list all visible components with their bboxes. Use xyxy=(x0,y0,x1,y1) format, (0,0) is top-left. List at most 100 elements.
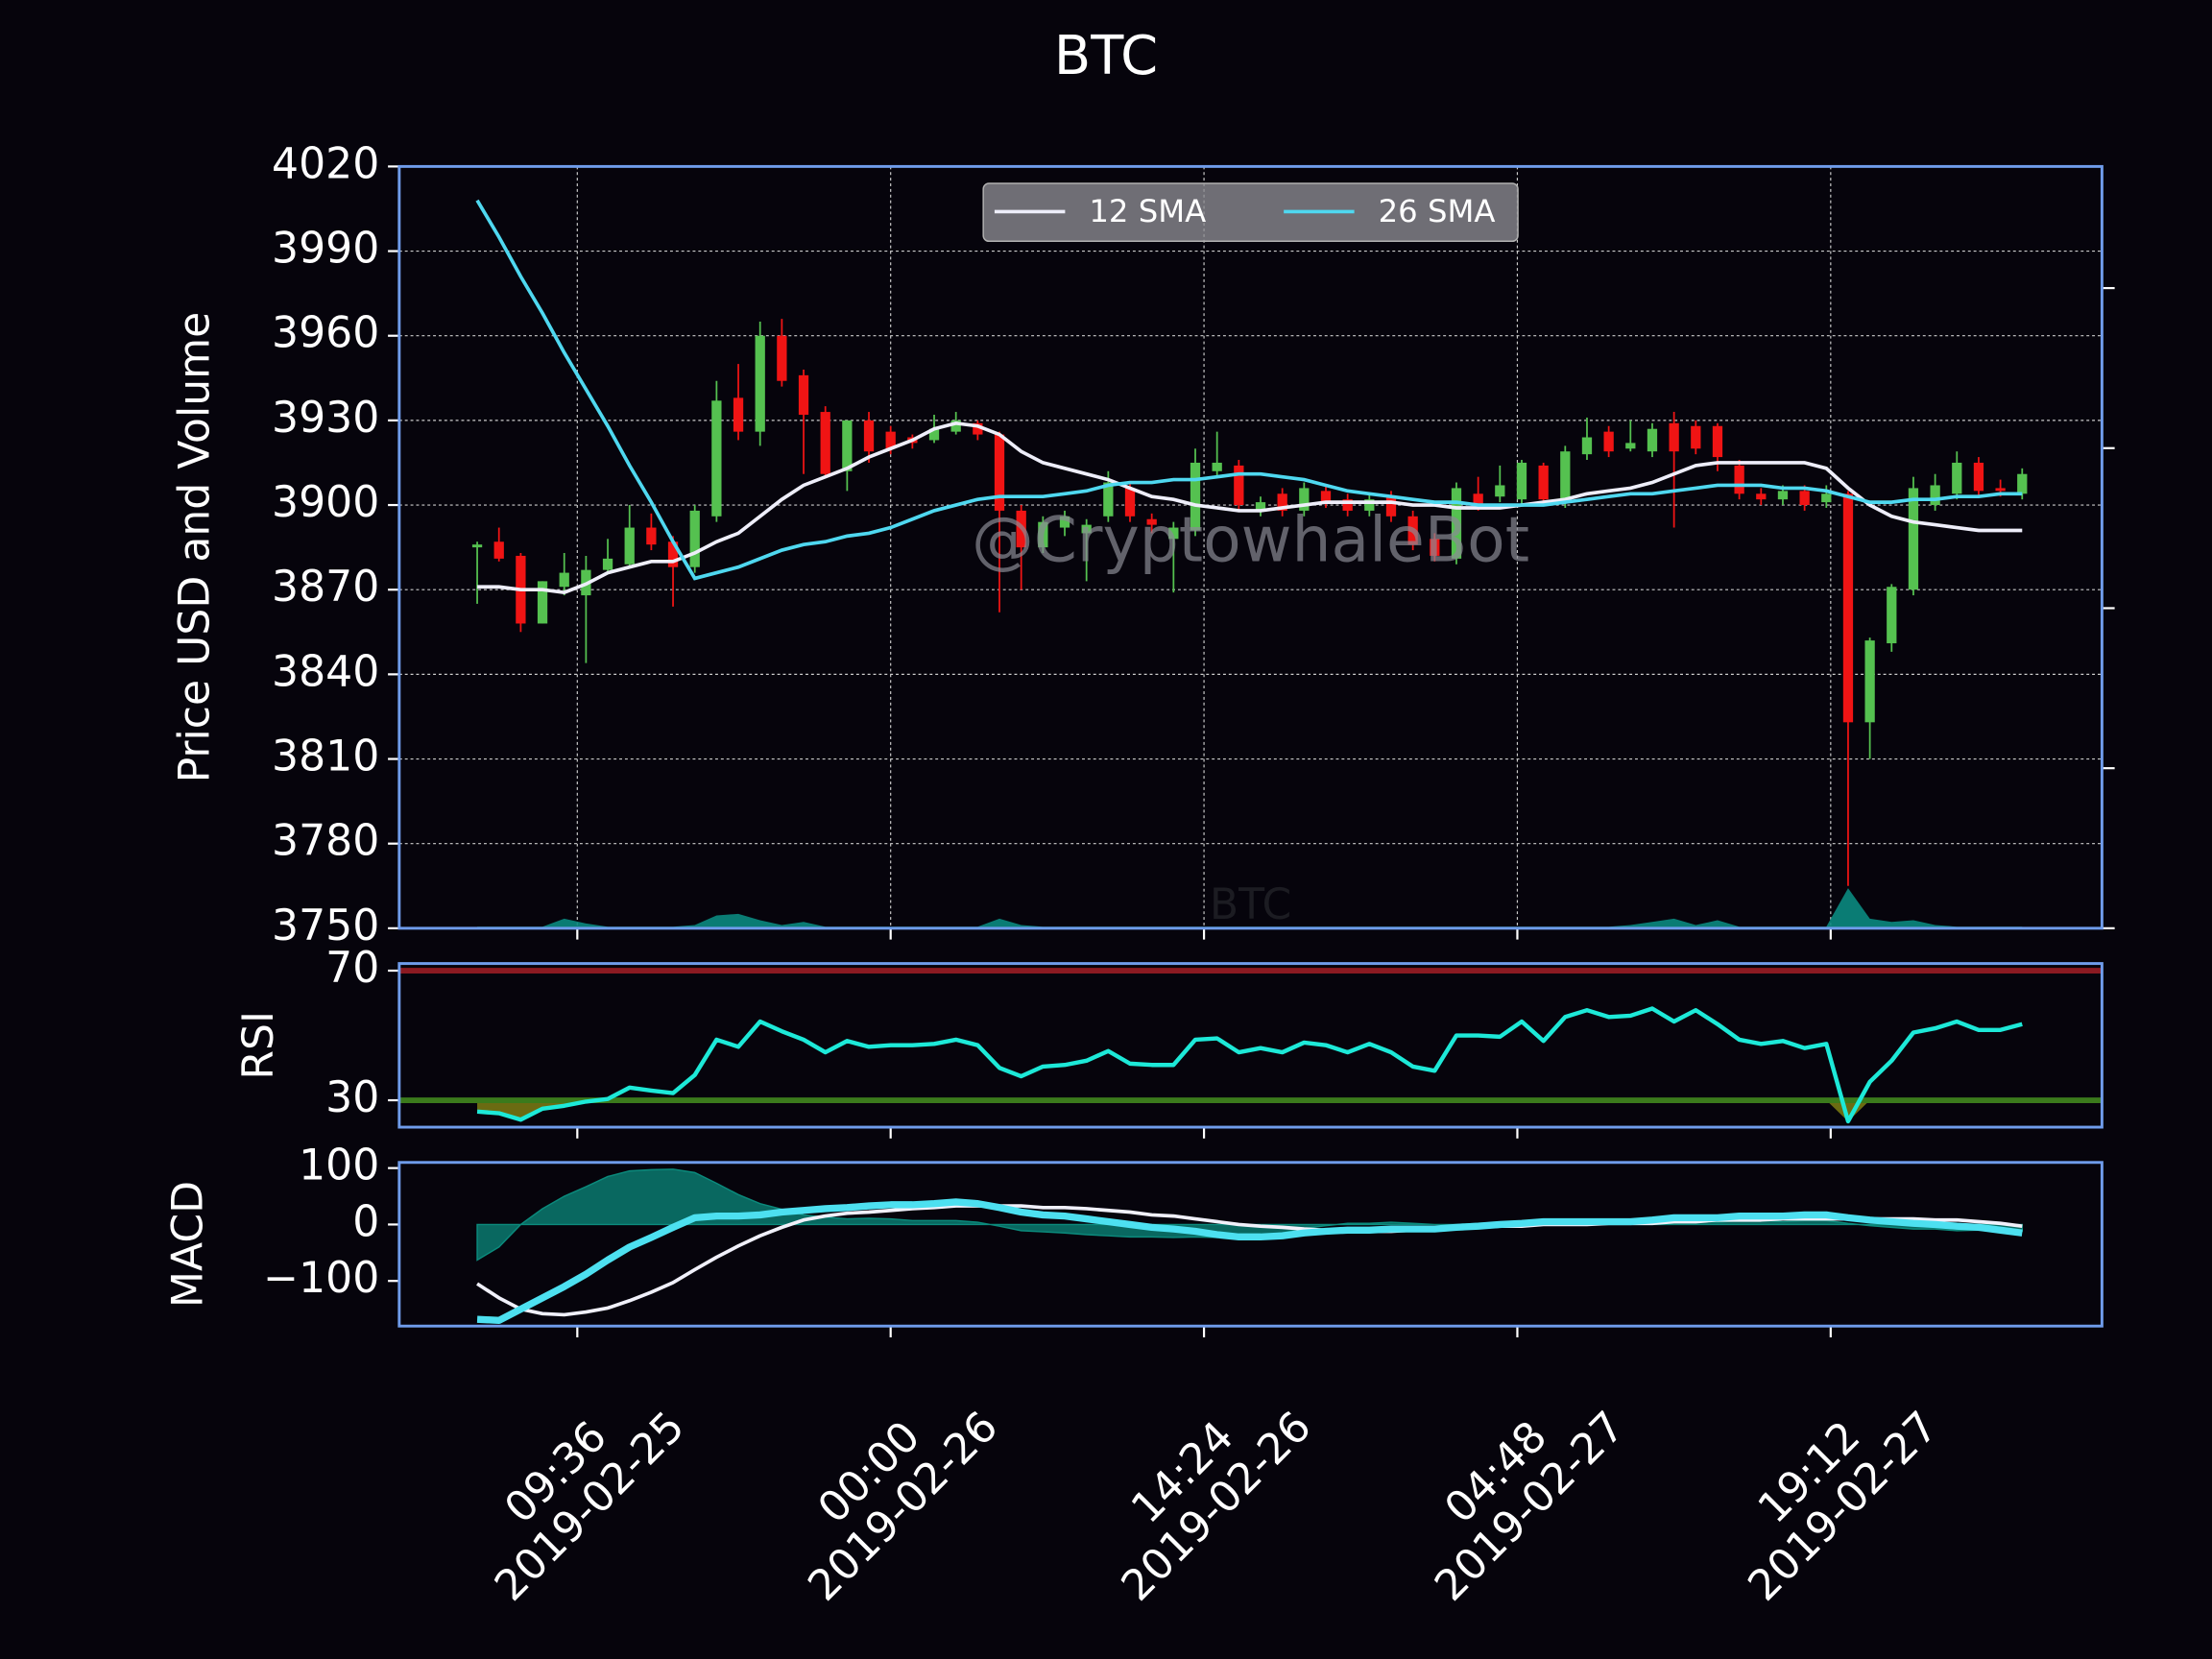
candle-body xyxy=(646,527,657,545)
candle-body xyxy=(493,541,504,559)
candle-body xyxy=(1777,491,1789,500)
y-axis-label: RSI xyxy=(234,1011,283,1080)
candle-body xyxy=(1756,493,1767,500)
candle-body xyxy=(1146,518,1157,525)
indicator-line xyxy=(476,1198,2023,1325)
inner-label: BTC xyxy=(1210,880,1291,929)
candle-body xyxy=(733,397,744,432)
candle-body xyxy=(973,422,983,435)
candle-body xyxy=(1538,465,1549,500)
candle-body xyxy=(1124,488,1136,517)
y-tick-label: 3840 xyxy=(272,647,379,696)
y-tick-label: 3780 xyxy=(272,817,379,866)
candle-body xyxy=(1691,425,1701,449)
candle-body xyxy=(1952,462,1962,494)
candle-body xyxy=(1560,451,1571,503)
candle-body xyxy=(602,558,613,570)
y-axis-label: MACD xyxy=(163,1181,212,1308)
chart-title: BTC xyxy=(1054,25,1158,87)
panel-frame xyxy=(397,1161,2104,1328)
legend-label: 12 SMA xyxy=(1089,193,1206,229)
candle-body xyxy=(1277,493,1287,511)
candle-body xyxy=(1212,462,1222,471)
candle-body xyxy=(1364,499,1375,511)
candle-body xyxy=(711,400,722,517)
candle-body xyxy=(1473,493,1483,506)
candle-body xyxy=(1625,443,1636,449)
candle-body xyxy=(1581,437,1593,455)
candle-body xyxy=(885,431,896,449)
candle-body xyxy=(1430,539,1440,556)
candle-body xyxy=(863,420,875,452)
volume-area xyxy=(477,888,2023,928)
legend-label: 26 SMA xyxy=(1379,193,1496,229)
y-tick-label: 3870 xyxy=(272,563,379,612)
panel-frame xyxy=(397,164,2104,930)
candle-body xyxy=(1190,462,1201,531)
candle-body xyxy=(1342,499,1353,511)
candle-body xyxy=(1799,491,1810,506)
y-tick-label: 70 xyxy=(325,944,379,993)
watermark: @CryptowhaleBot xyxy=(972,505,1529,577)
candle-body xyxy=(1451,488,1462,559)
sma-line xyxy=(475,199,2023,581)
candle-body xyxy=(537,581,548,624)
candle-body xyxy=(1712,425,1723,458)
candle-body xyxy=(1734,465,1744,494)
y-tick-label: 30 xyxy=(325,1073,379,1122)
sma-line xyxy=(477,421,2023,595)
candle-body xyxy=(1168,527,1179,540)
candle-body xyxy=(1864,640,1875,723)
candle-body xyxy=(1299,488,1310,511)
y-tick-label: 100 xyxy=(299,1142,379,1190)
y-tick-label: 3960 xyxy=(272,309,379,358)
candle-body xyxy=(798,374,809,415)
candle-body xyxy=(1647,428,1658,452)
y-tick-label: 3750 xyxy=(272,902,379,950)
candle-body xyxy=(1930,485,1940,506)
candle-body xyxy=(1234,465,1244,506)
y-tick-label: −100 xyxy=(263,1254,379,1303)
y-tick-label: 3990 xyxy=(272,225,379,274)
y-tick-label: 4020 xyxy=(272,139,379,188)
candle-body xyxy=(1320,491,1332,503)
legend-box xyxy=(982,182,1519,243)
candle-body xyxy=(777,335,787,381)
y-tick-label: 3810 xyxy=(272,733,379,781)
candle-body xyxy=(559,572,569,588)
indicator-line xyxy=(476,1006,2023,1124)
y-tick-label: 0 xyxy=(352,1197,379,1246)
candle-body xyxy=(1059,516,1070,528)
candle-body xyxy=(1908,488,1919,590)
candle-body xyxy=(1669,422,1679,452)
y-axis-label: Price USD and Volume xyxy=(171,312,220,783)
candle-body xyxy=(689,510,700,567)
candle-body xyxy=(1385,496,1397,517)
candle-body xyxy=(1081,524,1092,534)
candle-body xyxy=(1103,482,1114,517)
candle-body xyxy=(928,428,940,441)
candle-body xyxy=(842,420,853,471)
y-tick-label: 3900 xyxy=(272,478,379,527)
candle-body xyxy=(2017,473,2028,494)
panel-frame xyxy=(397,962,2104,1129)
candle-body xyxy=(1821,493,1832,503)
candle-body xyxy=(667,541,679,567)
candle-body xyxy=(1887,587,1897,644)
indicator-line xyxy=(476,1204,2023,1317)
candle-body xyxy=(1973,462,1984,492)
candle-body xyxy=(950,420,961,432)
candle-body xyxy=(1016,510,1026,548)
candle-body xyxy=(1038,521,1048,548)
candle-body xyxy=(755,335,765,432)
candle-body xyxy=(1255,502,1266,511)
candle-body xyxy=(1603,431,1614,452)
candle-body xyxy=(471,544,483,548)
candle-body xyxy=(1842,493,1854,723)
candle-body xyxy=(1516,462,1527,500)
candle-body xyxy=(1995,488,2006,492)
candle-body xyxy=(1407,516,1418,545)
candle-body xyxy=(820,412,830,474)
